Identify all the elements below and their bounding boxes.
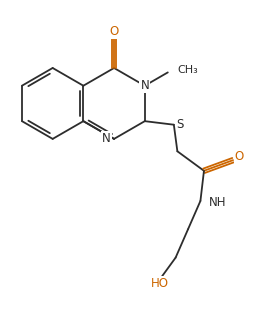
Text: NH: NH: [209, 196, 226, 209]
Text: CH₃: CH₃: [177, 65, 198, 75]
Text: O: O: [234, 150, 243, 163]
Text: O: O: [109, 25, 118, 38]
Text: HO: HO: [150, 277, 168, 290]
Text: N: N: [102, 132, 110, 146]
Text: S: S: [176, 118, 183, 131]
Text: N: N: [140, 79, 149, 92]
